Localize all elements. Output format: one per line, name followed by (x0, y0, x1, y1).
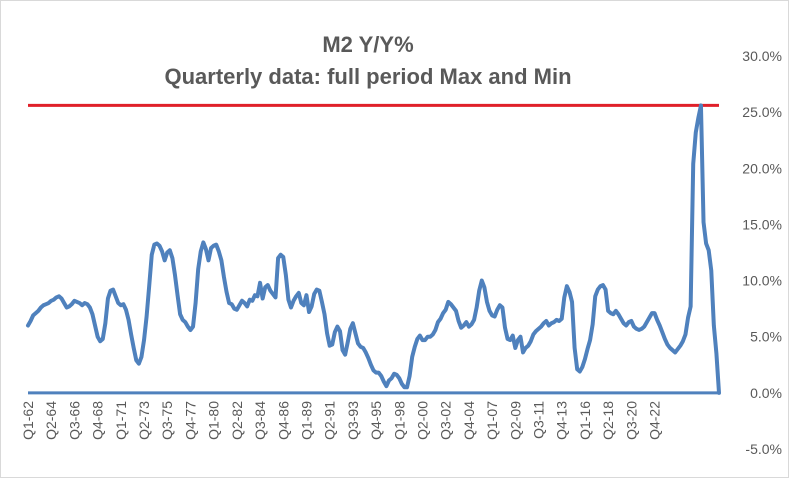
x-tick-label: Q2-18 (600, 401, 616, 440)
x-tick-label: Q2-09 (507, 401, 523, 440)
y-tick-label: 10.0% (742, 273, 782, 289)
x-tick-label: Q4-86 (275, 401, 291, 440)
chart-title: M2 Y/Y% (322, 32, 413, 57)
x-tick-label: Q2-64 (43, 401, 59, 440)
reference-lines (28, 103, 719, 395)
x-tick-label: Q2-00 (414, 401, 430, 440)
x-tick-label: Q2-91 (322, 401, 338, 440)
y-tick-label: 5.0% (750, 329, 782, 345)
x-tick-label: Q2-82 (229, 401, 245, 440)
x-tick-label: Q1-89 (298, 401, 314, 440)
x-tick-label: Q4-77 (182, 401, 198, 440)
x-tick-label: Q1-98 (391, 401, 407, 440)
y-tick-label: 20.0% (742, 160, 782, 176)
x-tick-label: Q4-13 (554, 401, 570, 440)
y-tick-label: 30.0% (742, 48, 782, 64)
x-tick-label: Q4-04 (461, 401, 477, 440)
x-tick-label: Q1-71 (113, 401, 129, 440)
y-tick-label: 0.0% (750, 385, 782, 401)
x-tick-label: Q3-02 (438, 401, 454, 440)
x-tick-label: Q4-68 (90, 401, 106, 440)
x-tick-label: Q3-11 (531, 401, 547, 439)
x-tick-label: Q3-66 (66, 401, 82, 440)
series-line (26, 103, 721, 395)
x-axis: Q1-62 Q2-64 Q3-66 Q4-68 Q1-71 Q2-73 Q3-75 Q4-77… (20, 401, 663, 440)
x-tick-label: Q1-16 (577, 401, 593, 440)
x-tick-label: Q2-73 (136, 401, 152, 440)
chart-subtitle: Quarterly data: full period Max and Min (164, 64, 571, 89)
y-tick-label: 25.0% (742, 104, 782, 120)
x-tick-label: Q1-07 (484, 401, 500, 440)
x-tick-label: Q1-80 (206, 401, 222, 440)
y-tick-label: -5.0% (745, 441, 782, 457)
y-axis: 30.0% 25.0% 20.0% 15.0% 10.0% 5.0% 0.0% -5.0% (742, 48, 782, 457)
x-tick-label: Q3-75 (159, 401, 175, 440)
x-tick-label: Q1-62 (20, 401, 36, 440)
x-tick-label: Q3-20 (623, 401, 639, 440)
y-tick-label: 15.0% (742, 216, 782, 232)
x-tick-label: Q3-84 (252, 401, 268, 440)
x-tick-label: Q4-22 (647, 401, 663, 440)
plot-area (26, 103, 721, 395)
x-tick-label: Q4-95 (368, 401, 384, 440)
x-tick-label: Q3-93 (345, 401, 361, 440)
